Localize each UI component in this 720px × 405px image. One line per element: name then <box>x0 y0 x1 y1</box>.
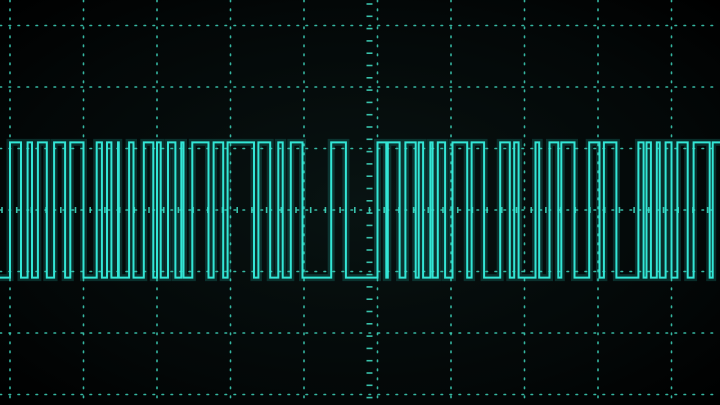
signal-trace-group <box>0 138 720 282</box>
signal-trace <box>0 141 720 279</box>
